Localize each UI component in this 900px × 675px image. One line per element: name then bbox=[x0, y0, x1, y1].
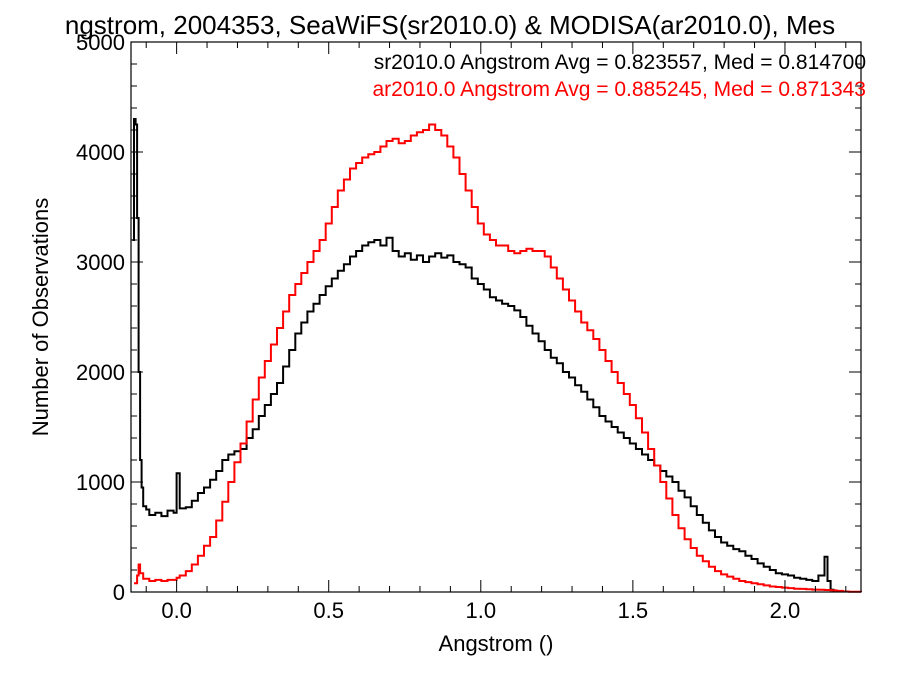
legend-annotation-sr2010: sr2010.0 Angstrom Avg = 0.823557, Med = … bbox=[374, 51, 866, 74]
y-axis-title: Number of Observations bbox=[28, 198, 53, 436]
labels-layer: 0.0 0.5 1.0 1.5 2.0 0 1000 2000 3000 4000 5000 bbox=[76, 30, 800, 623]
y-tick-label: 1000 bbox=[76, 470, 125, 495]
ticks-layer bbox=[131, 41, 861, 593]
x-tick-label: 0.5 bbox=[313, 598, 344, 623]
plot-frame bbox=[130, 41, 862, 593]
series-line-1 bbox=[134, 123, 862, 593]
x-tick-label: 1.5 bbox=[618, 598, 649, 623]
x-axis-title: Angstrom () bbox=[439, 631, 554, 656]
series-line-0 bbox=[132, 118, 835, 592]
y-tick-label: 0 bbox=[113, 580, 125, 605]
y-tick-label: 4000 bbox=[76, 140, 125, 165]
y-tick-label: 3000 bbox=[76, 250, 125, 275]
x-tick-label: 0.0 bbox=[161, 598, 192, 623]
chart-title: ngstrom, 2004353, SeaWiFS(sr2010.0) & MO… bbox=[65, 10, 835, 40]
series-layer bbox=[132, 118, 862, 593]
legend-annotation-ar2010: ar2010.0 Angstrom Avg = 0.885245, Med = … bbox=[373, 78, 867, 101]
x-tick-label: 2.0 bbox=[770, 598, 801, 623]
y-tick-label: 2000 bbox=[76, 360, 125, 385]
x-tick-label: 1.0 bbox=[465, 598, 496, 623]
y-tick-label: 5000 bbox=[76, 30, 125, 55]
